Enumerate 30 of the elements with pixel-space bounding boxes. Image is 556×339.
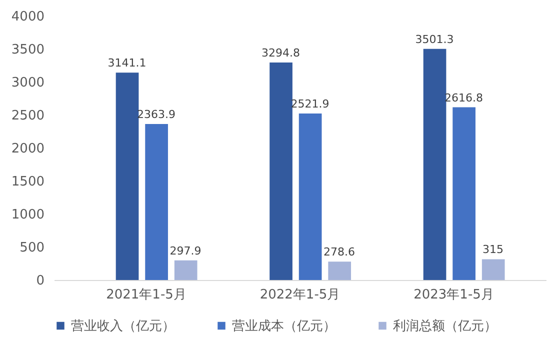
data-label: 278.6 — [324, 246, 356, 259]
legend-label: 利润总额（亿元） — [393, 318, 497, 334]
y-tick-label: 2000 — [11, 142, 44, 156]
bar — [328, 262, 352, 280]
bar — [270, 62, 292, 280]
data-label: 3294.8 — [261, 46, 300, 60]
data-label: 297.9 — [170, 244, 202, 258]
data-label: 3501.3 — [415, 32, 454, 46]
y-tick-label: 0 — [36, 274, 44, 288]
bar — [423, 48, 446, 280]
data-label: 3141.1 — [108, 56, 146, 70]
legend-label: 营业收入（亿元） — [71, 318, 175, 334]
bar — [298, 114, 322, 280]
y-tick-label: 1000 — [11, 208, 44, 222]
x-tick-label: 2021年1-5月 — [106, 288, 186, 302]
x-tick-label: 2022年1-5月 — [260, 288, 340, 302]
data-label: 315 — [482, 243, 504, 256]
bar — [452, 107, 476, 280]
y-tick-label: 4000 — [11, 10, 44, 24]
bar — [116, 72, 139, 280]
bar — [145, 124, 168, 280]
legend-label: 营业成本（亿元） — [232, 318, 336, 334]
y-tick-label: 1500 — [11, 174, 44, 190]
bar — [482, 259, 505, 280]
bar — [174, 260, 198, 280]
y-tick-label: 2500 — [11, 108, 44, 124]
x-tick-label: 2023年1-5月 — [414, 288, 494, 302]
y-tick-label: 3500 — [11, 42, 44, 58]
y-tick-label: 500 — [20, 240, 44, 256]
y-tick-label: 3000 — [11, 76, 44, 90]
